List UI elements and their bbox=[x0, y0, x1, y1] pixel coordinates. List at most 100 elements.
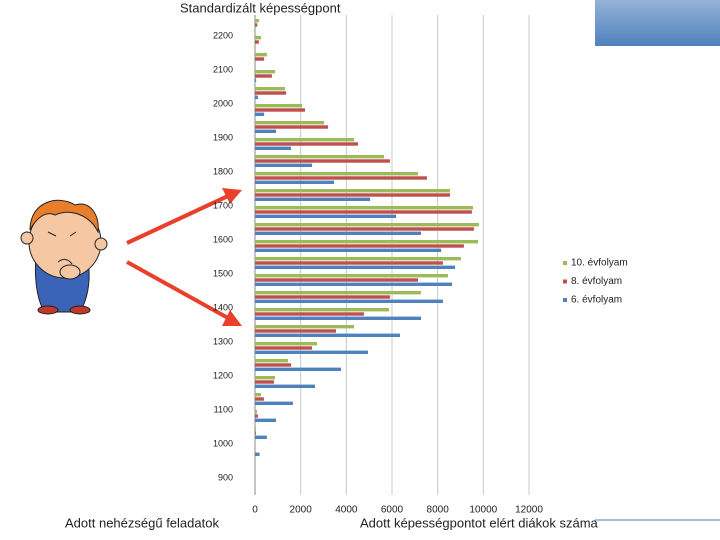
bar bbox=[255, 384, 316, 388]
bar bbox=[255, 91, 287, 95]
y-tick-label: 1600 bbox=[213, 234, 233, 244]
chart-title: Standardizált képességpont bbox=[180, 0, 341, 15]
bar bbox=[255, 87, 285, 91]
bar bbox=[255, 329, 337, 333]
y-tick-label: 1100 bbox=[214, 404, 233, 414]
bar bbox=[255, 197, 371, 201]
bar bbox=[255, 223, 479, 227]
bar bbox=[255, 172, 419, 176]
bar bbox=[255, 95, 258, 99]
bar bbox=[255, 129, 277, 133]
bar bbox=[255, 240, 479, 244]
arrows bbox=[126, 188, 242, 326]
bar bbox=[255, 427, 256, 431]
corner-shade bbox=[595, 0, 720, 46]
bar bbox=[255, 189, 450, 193]
y-tick-label: 1900 bbox=[213, 132, 233, 142]
y-tick-label: 1500 bbox=[213, 268, 233, 278]
bar bbox=[255, 108, 306, 112]
bar bbox=[255, 342, 318, 346]
bar bbox=[255, 278, 419, 282]
x-tick-label: 4000 bbox=[335, 505, 358, 516]
y-axis-label: Adott nehézségű feladatok bbox=[65, 515, 219, 530]
y-tick-label: 2200 bbox=[213, 30, 233, 40]
bar bbox=[255, 36, 261, 40]
bar bbox=[255, 376, 276, 380]
bar bbox=[255, 282, 453, 286]
bar bbox=[255, 308, 390, 312]
bar bbox=[255, 350, 369, 354]
x-tick-label: 2000 bbox=[290, 505, 313, 516]
bar bbox=[255, 452, 260, 456]
x-tick-label: 12000 bbox=[515, 505, 543, 516]
bar bbox=[255, 23, 258, 27]
bar bbox=[255, 227, 474, 231]
legend-swatch bbox=[563, 298, 567, 302]
bar bbox=[255, 70, 276, 74]
bar bbox=[255, 146, 292, 150]
bar bbox=[255, 346, 313, 350]
y-tick-label: 1300 bbox=[213, 336, 233, 346]
bar bbox=[255, 312, 364, 316]
bar bbox=[255, 104, 303, 108]
bar bbox=[255, 180, 335, 184]
bar bbox=[255, 244, 464, 248]
bar bbox=[255, 19, 259, 23]
bar bbox=[255, 325, 355, 329]
x-tick-label: 0 bbox=[252, 505, 258, 516]
bar bbox=[255, 155, 385, 159]
bar bbox=[255, 210, 472, 214]
bar bbox=[255, 418, 277, 422]
cartoon-boy bbox=[20, 199, 108, 315]
bar bbox=[255, 193, 450, 197]
bar bbox=[255, 138, 355, 142]
x-axis-label: Adott képességpontot elért diákok száma bbox=[360, 515, 599, 530]
legend-swatch bbox=[563, 279, 567, 284]
y-tick-label: 1000 bbox=[213, 438, 233, 448]
legend-label: 10. évfolyam bbox=[571, 258, 628, 269]
y-tick-label: 1400 bbox=[213, 302, 233, 312]
bar bbox=[255, 316, 421, 320]
bar bbox=[255, 274, 448, 278]
x-tick-label: 10000 bbox=[469, 505, 497, 516]
x-tick-label: 8000 bbox=[427, 505, 450, 516]
y-tick-label: 2100 bbox=[213, 64, 233, 74]
bar bbox=[255, 163, 313, 167]
bar bbox=[255, 299, 443, 303]
bar bbox=[255, 414, 258, 418]
bar bbox=[255, 214, 397, 218]
bar bbox=[255, 380, 274, 384]
bar bbox=[255, 121, 324, 125]
y-tick-label: 1200 bbox=[213, 370, 233, 380]
bar bbox=[255, 53, 267, 57]
bar bbox=[255, 261, 443, 265]
bar bbox=[255, 74, 272, 78]
y-tick-label: 1800 bbox=[213, 166, 233, 176]
bar bbox=[255, 363, 292, 367]
bar bbox=[255, 401, 293, 405]
bar bbox=[255, 248, 442, 252]
bar bbox=[255, 231, 421, 235]
bar bbox=[255, 431, 256, 435]
bar bbox=[255, 435, 267, 439]
bar bbox=[255, 410, 258, 414]
bar bbox=[255, 333, 400, 337]
bar bbox=[255, 397, 264, 401]
x-tick-label: 6000 bbox=[381, 505, 404, 516]
bar bbox=[255, 367, 342, 371]
bar bbox=[255, 393, 261, 397]
legend-label: 6. évfolyam bbox=[571, 295, 622, 306]
bar bbox=[255, 257, 461, 261]
y-tick-label: 2000 bbox=[213, 98, 233, 108]
bar bbox=[255, 295, 390, 299]
bar bbox=[255, 159, 390, 163]
bar bbox=[255, 291, 421, 295]
bar bbox=[255, 142, 358, 146]
y-tick-label: 1700 bbox=[213, 200, 233, 210]
legend-label: 8. évfolyam bbox=[571, 276, 622, 287]
bar bbox=[255, 265, 456, 269]
y-tick-label: 900 bbox=[218, 472, 233, 482]
legend-swatch bbox=[563, 261, 567, 265]
bar bbox=[255, 125, 329, 129]
